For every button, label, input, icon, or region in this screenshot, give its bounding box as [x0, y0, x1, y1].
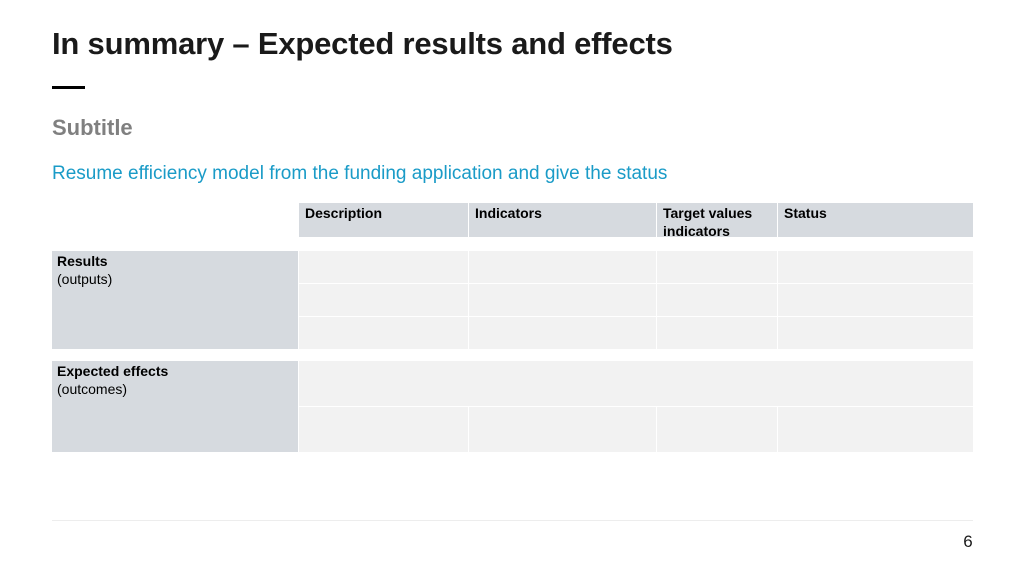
row-label-results: Results (outputs) [52, 251, 298, 349]
header-description: Description [299, 203, 468, 237]
slide-subtitle: Subtitle [52, 115, 133, 140]
effects-cell-indicators-2[interactable] [469, 407, 656, 452]
effects-sublabel: (outcomes) [57, 381, 128, 397]
results-cell-indicators-1[interactable] [469, 251, 656, 283]
header-target-values: Target values indicators [657, 203, 777, 239]
footer-divider [52, 520, 973, 521]
results-cell-indicators-3[interactable] [469, 317, 656, 349]
results-cell-target-2[interactable] [657, 284, 777, 316]
effects-cell-target-2[interactable] [657, 407, 777, 452]
header-indicators: Indicators [469, 203, 656, 237]
results-cell-description-2[interactable] [299, 284, 468, 316]
results-cell-indicators-2[interactable] [469, 284, 656, 316]
results-cell-status-2[interactable] [778, 284, 973, 316]
results-label: Results [57, 253, 108, 269]
effects-cell-description-2[interactable] [299, 407, 468, 452]
slide-title: In summary – Expected results and effect… [52, 26, 673, 61]
effects-cell-status-2[interactable] [778, 407, 973, 452]
effects-cell-row-1[interactable] [299, 361, 973, 406]
intro-text: Resume efficiency model from the funding… [52, 163, 668, 184]
results-cell-description-1[interactable] [299, 251, 468, 283]
page-number: 6 [963, 532, 973, 551]
results-cell-status-1[interactable] [778, 251, 973, 283]
effects-label: Expected effects [57, 363, 169, 379]
results-cell-description-3[interactable] [299, 317, 468, 349]
header-status: Status [778, 203, 973, 237]
results-cell-status-3[interactable] [778, 317, 973, 349]
row-label-effects: Expected effects (outcomes) [52, 361, 298, 452]
results-cell-target-3[interactable] [657, 317, 777, 349]
title-underline [52, 86, 85, 89]
results-sublabel: (outputs) [57, 271, 113, 287]
results-cell-target-1[interactable] [657, 251, 777, 283]
